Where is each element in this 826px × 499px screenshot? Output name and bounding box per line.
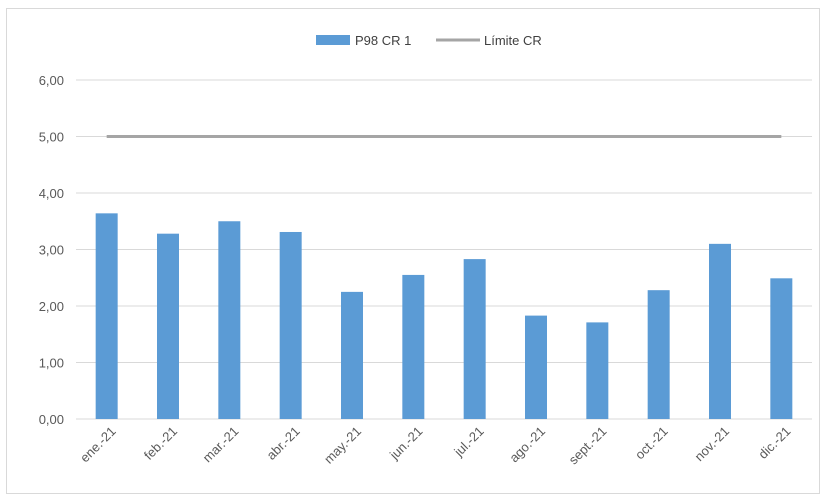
y-tick-label: 1,00	[39, 356, 64, 371]
legend: P98 CR 1 Límite CR	[316, 33, 542, 48]
bars-series-p98	[95, 213, 793, 419]
bar	[525, 315, 547, 419]
x-tick-label: ene.-21	[77, 424, 119, 466]
x-tick-label: jun.-21	[386, 424, 425, 463]
y-tick-label: 5,00	[39, 130, 64, 145]
bar	[647, 290, 670, 419]
x-tick-label: abr.-21	[264, 424, 303, 463]
x-tick-label: ago.-21	[506, 424, 548, 466]
bar	[279, 231, 302, 419]
legend-label-limit: Límite CR	[484, 33, 542, 48]
x-tick-label: oct.-21	[632, 424, 671, 463]
x-tick-label: mar.-21	[200, 424, 242, 466]
bar	[402, 274, 425, 419]
y-tick-label: 0,00	[39, 412, 64, 427]
gridlines	[76, 79, 812, 420]
y-tick-label: 4,00	[39, 186, 64, 201]
bar	[770, 278, 793, 419]
bar	[157, 233, 179, 419]
x-axis-tick-labels: ene.-21 feb.-21 mar.-21 abr.-21 may.-21 jun.-…	[77, 424, 793, 468]
x-tick-label: may.-21	[321, 424, 364, 467]
x-tick-label: jul.-21	[450, 424, 486, 460]
x-tick-label: nov.-21	[692, 424, 733, 465]
bar	[709, 243, 731, 419]
y-tick-label: 2,00	[39, 299, 64, 314]
y-axis-tick-labels: 0,00 1,00 2,00 3,00 4,00 5,00 6,00	[39, 73, 64, 427]
x-tick-label: dic.-21	[755, 424, 793, 462]
y-tick-label: 6,00	[39, 73, 64, 88]
x-tick-label: feb.-21	[141, 424, 180, 463]
legend-label-p98: P98 CR 1	[355, 33, 411, 48]
bar	[218, 221, 241, 419]
bar	[95, 213, 118, 419]
legend-swatch-p98	[316, 35, 350, 45]
bar	[586, 322, 609, 419]
y-tick-label: 3,00	[39, 243, 64, 258]
bar	[463, 259, 486, 419]
x-tick-label: sept.-21	[566, 424, 610, 468]
bar	[341, 291, 363, 419]
